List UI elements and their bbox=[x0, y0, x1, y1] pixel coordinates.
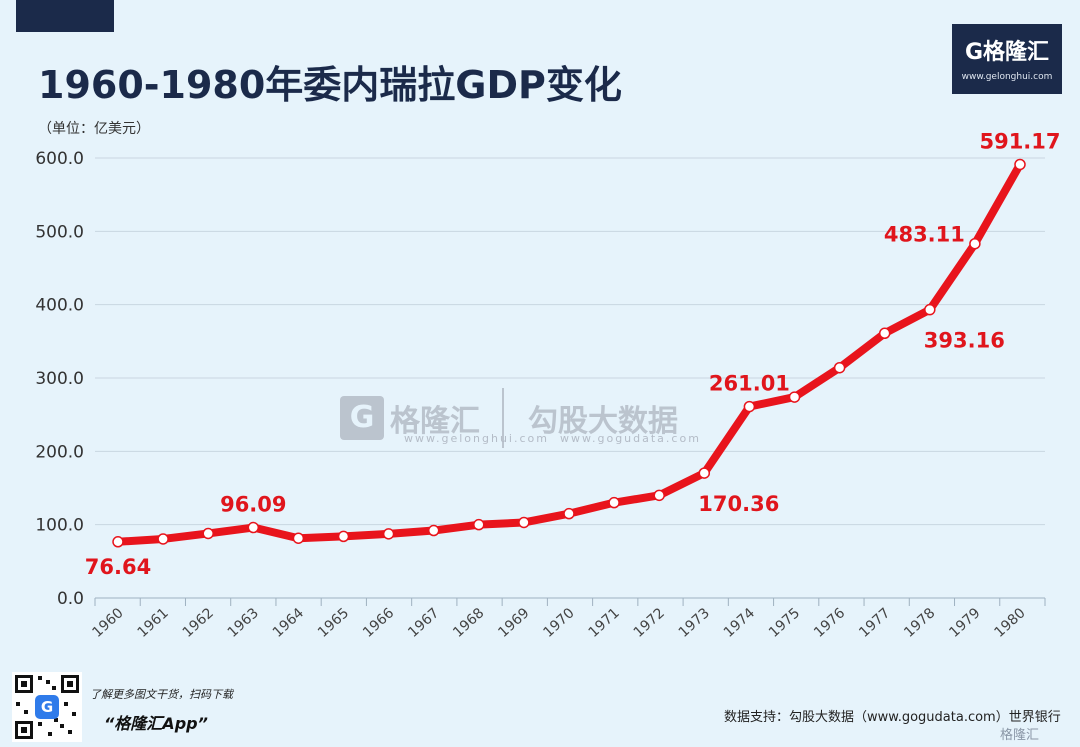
data-point bbox=[382, 528, 395, 540]
qr-code-pattern-icon bbox=[15, 675, 79, 739]
series-line bbox=[114, 160, 1024, 546]
g-logo-icon: G bbox=[340, 396, 384, 440]
x-tick-label: 1979 bbox=[946, 605, 983, 641]
x-tick-label: 1966 bbox=[360, 605, 397, 641]
x-tick-label: 1965 bbox=[315, 605, 352, 641]
data-point bbox=[473, 518, 485, 531]
promo-text: 了解更多图文干货，扫码下载 bbox=[90, 688, 233, 701]
data-label: 96.09 bbox=[220, 493, 286, 517]
y-tick-label: 200.0 bbox=[35, 442, 84, 462]
y-tick-label: 0.0 bbox=[57, 589, 84, 609]
x-tick-label: 1975 bbox=[766, 605, 803, 641]
watermark-gogu-url: www.gogudata.com bbox=[560, 432, 701, 445]
top-accent-bar bbox=[16, 0, 114, 32]
x-tick-label: 1978 bbox=[901, 605, 938, 641]
y-tick-label: 600.0 bbox=[35, 149, 84, 169]
x-tick-label: 1980 bbox=[991, 605, 1028, 641]
data-point bbox=[698, 467, 711, 479]
data-label: 170.36 bbox=[698, 492, 779, 516]
data-point bbox=[653, 489, 665, 502]
data-point bbox=[1014, 158, 1026, 171]
qr-code[interactable]: G bbox=[12, 672, 82, 742]
y-tick-label: 500.0 bbox=[35, 222, 84, 242]
data-point bbox=[292, 532, 305, 544]
x-tick-label: 1961 bbox=[135, 605, 172, 641]
y-tick-label: 300.0 bbox=[35, 369, 84, 389]
x-tick-label: 1969 bbox=[495, 605, 532, 641]
x-tick-label: 1970 bbox=[540, 605, 577, 641]
data-point bbox=[337, 530, 350, 543]
x-tick-label: 1968 bbox=[450, 605, 487, 641]
x-tick-label: 1976 bbox=[811, 605, 848, 641]
data-point bbox=[833, 361, 846, 374]
data-point bbox=[924, 303, 936, 316]
data-point bbox=[247, 521, 260, 534]
y-tick-label: 100.0 bbox=[35, 516, 84, 536]
x-tick-label: 1964 bbox=[270, 605, 307, 641]
data-source: 数据支持：勾股大数据（www.gogudata.com）世界银行 bbox=[724, 710, 1061, 725]
x-tick-label: 1971 bbox=[586, 605, 623, 641]
x-tick-label: 1962 bbox=[180, 605, 217, 641]
watermark-gogu-name: 勾股大数据 bbox=[528, 404, 678, 439]
x-tick-label: 1973 bbox=[676, 605, 713, 641]
data-point bbox=[427, 524, 440, 537]
app-name: “格隆汇App” bbox=[104, 714, 208, 733]
x-tick-label: 1963 bbox=[225, 605, 262, 641]
unit-label: （单位：亿美元） bbox=[38, 121, 150, 137]
logo-name: G格隆汇 bbox=[964, 40, 1050, 65]
gelonghui-logo: G格隆汇 www.gelonghui.com bbox=[952, 24, 1062, 94]
data-label: 393.16 bbox=[924, 329, 1005, 353]
data-point bbox=[969, 237, 981, 250]
g-logo-icon: G bbox=[35, 695, 59, 719]
data-point bbox=[202, 527, 214, 540]
chart-title: 1960-1980年委内瑞拉GDP变化 bbox=[38, 63, 622, 107]
x-tick-label: 1977 bbox=[856, 605, 893, 641]
data-point bbox=[608, 496, 620, 509]
watermark-gelonghui-url: www.gelonghui.com bbox=[404, 432, 549, 445]
data-label: 76.64 bbox=[85, 555, 151, 579]
logo-url: www.gelonghui.com bbox=[961, 72, 1053, 82]
corner-watermark: 格隆汇 bbox=[1000, 728, 1040, 743]
x-tick-label: 1967 bbox=[405, 605, 442, 641]
watermark-gelonghui-name: 格隆汇 bbox=[390, 404, 480, 439]
data-point bbox=[788, 391, 801, 403]
data-label: 591.17 bbox=[979, 129, 1060, 153]
data-point bbox=[112, 536, 124, 548]
data-point bbox=[518, 516, 530, 529]
data-point bbox=[157, 533, 169, 545]
watermark-divider bbox=[502, 388, 504, 448]
y-tick-label: 400.0 bbox=[35, 296, 84, 316]
data-label: 483.11 bbox=[884, 223, 965, 247]
x-tick-label: 1974 bbox=[721, 605, 758, 641]
data-point bbox=[878, 327, 891, 340]
x-tick-label: 1960 bbox=[89, 605, 126, 641]
x-tick-label: 1972 bbox=[631, 605, 668, 641]
watermark: G 格隆汇 勾股大数据 bbox=[340, 388, 678, 448]
data-label: 261.01 bbox=[709, 372, 790, 396]
data-point bbox=[743, 400, 756, 413]
data-point bbox=[563, 507, 575, 520]
